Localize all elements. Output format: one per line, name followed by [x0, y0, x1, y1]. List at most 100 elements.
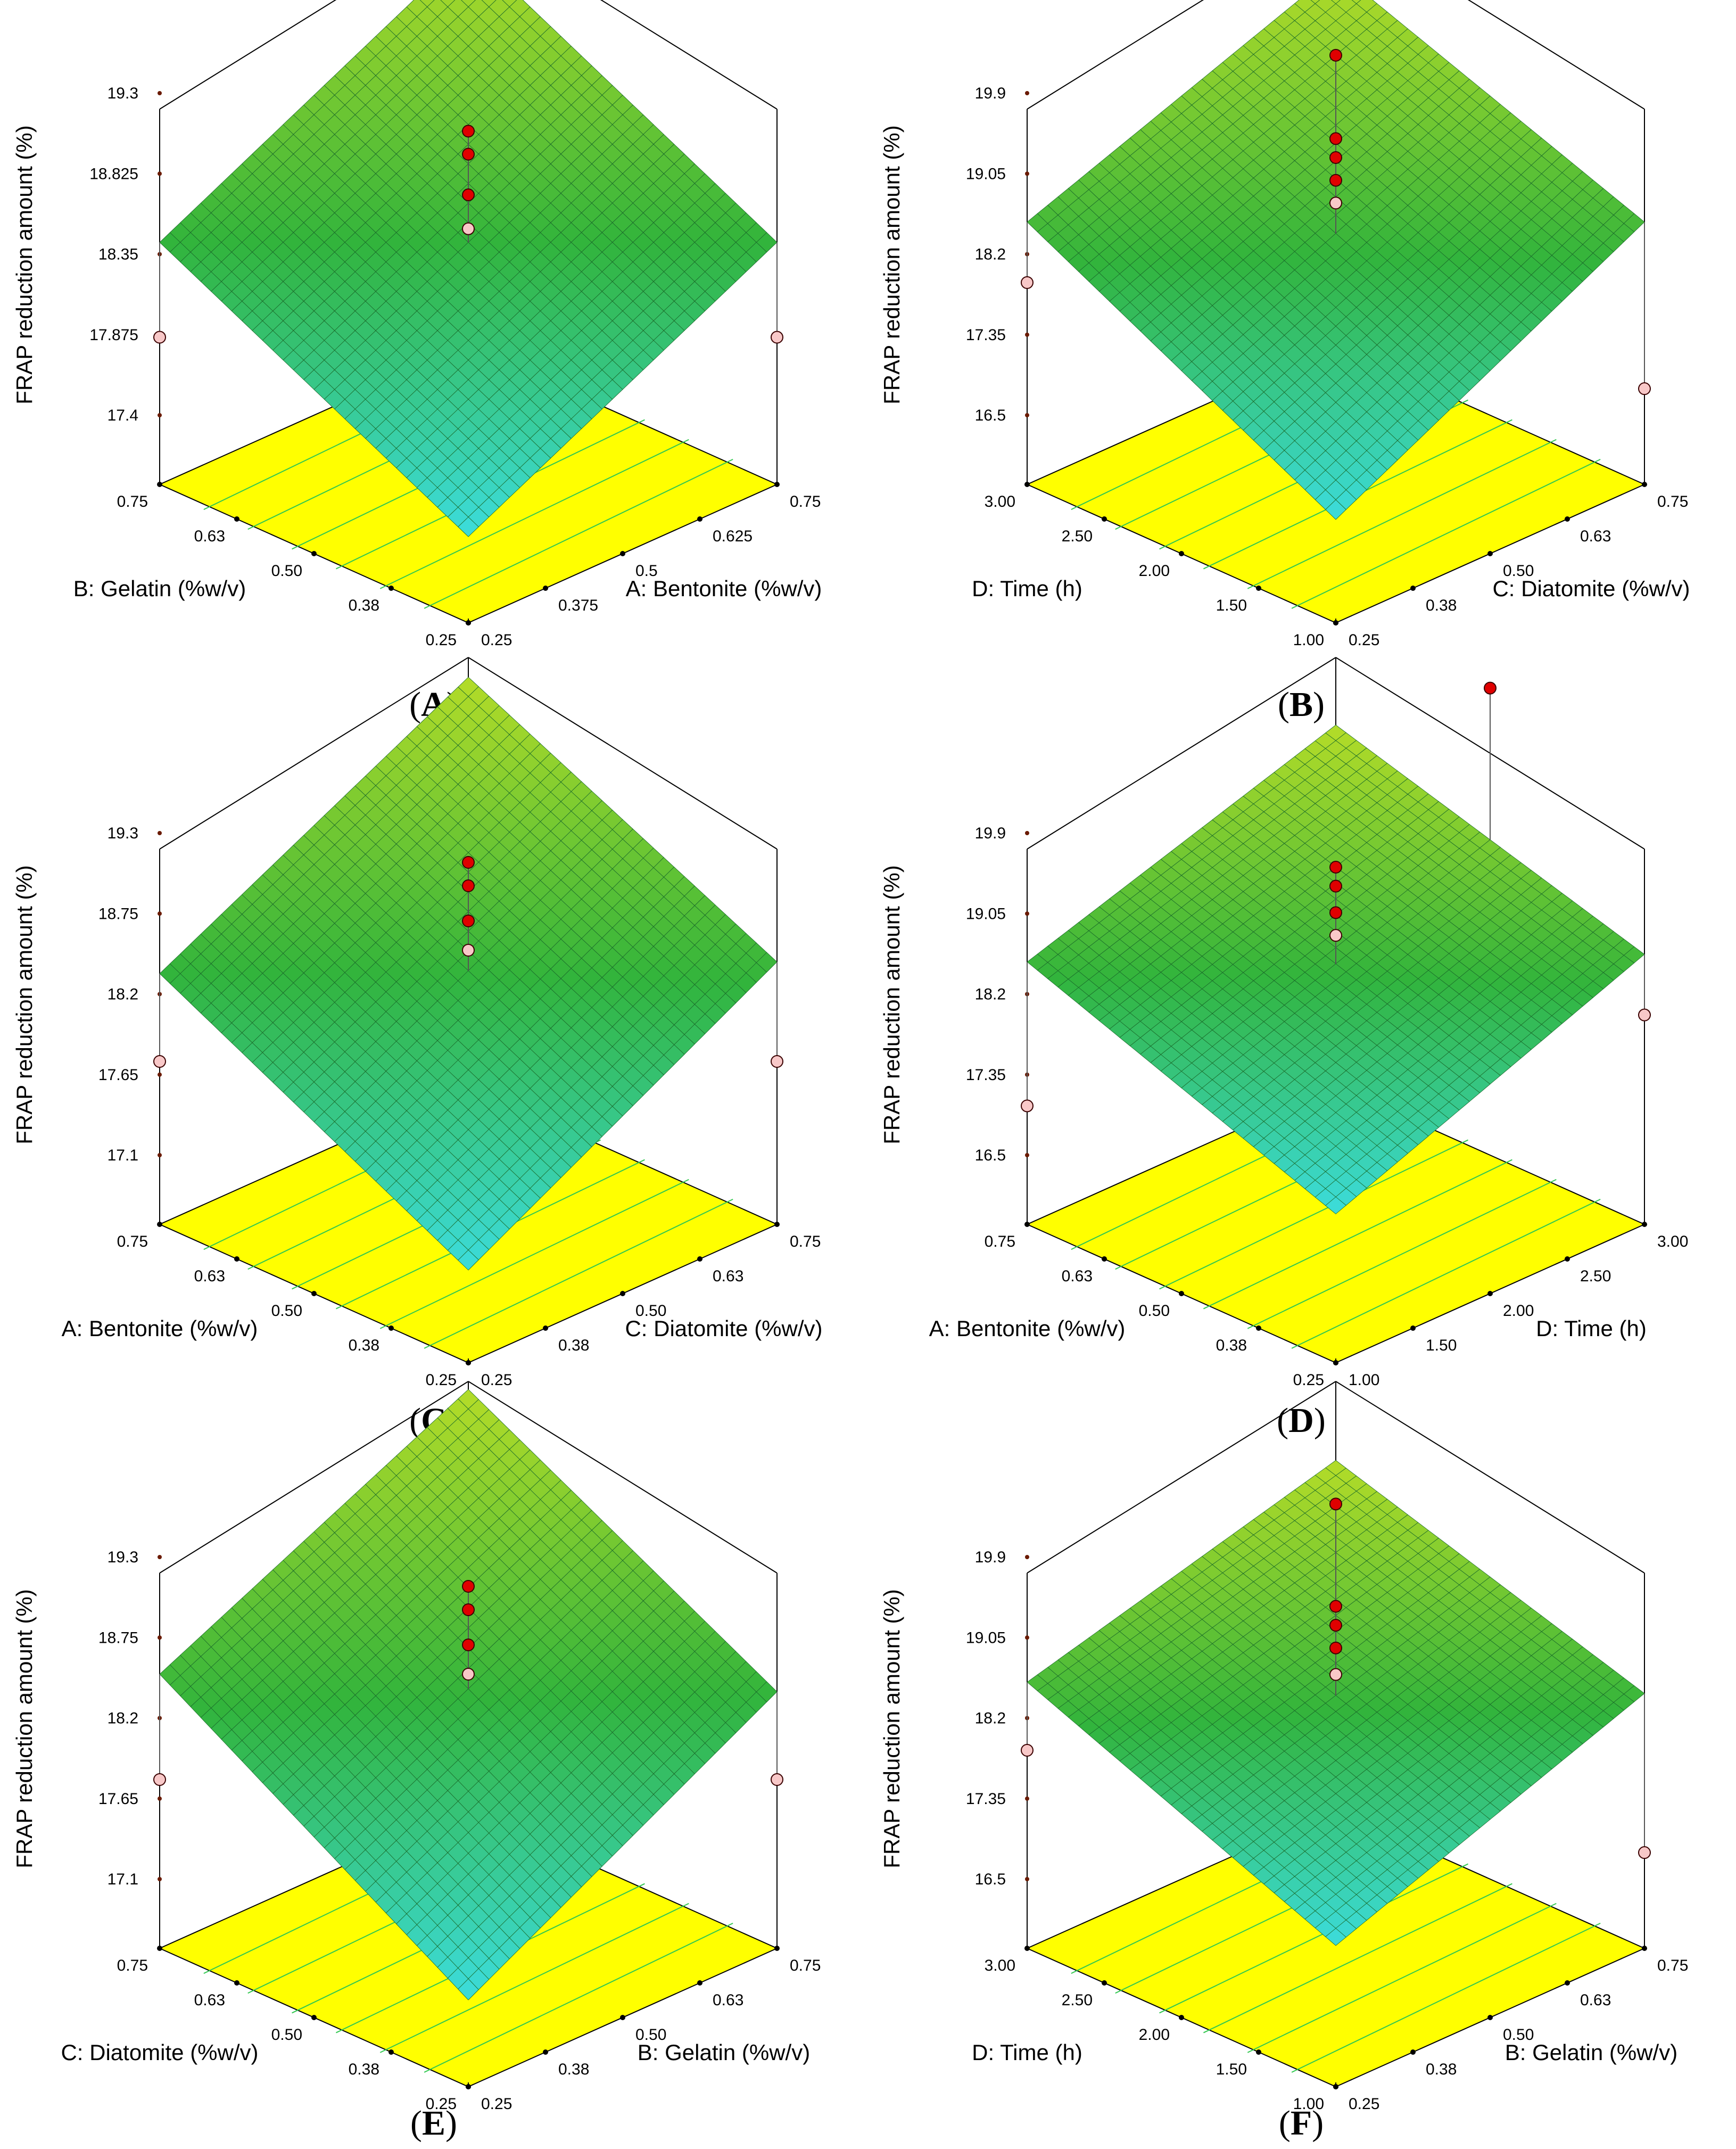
left-axis-tick-label: 1.50 — [1216, 597, 1247, 614]
floor-contour-line — [379, 439, 689, 589]
right-axis-tick-mark — [1642, 482, 1647, 487]
design-point — [1329, 174, 1342, 187]
z-tick-mark — [158, 1072, 162, 1077]
z-tick-label: 19.9 — [975, 1549, 1006, 1566]
design-point — [771, 1773, 783, 1786]
right-axis-label: B: Gelatin (%w/v) — [638, 2040, 810, 2065]
design-point — [462, 1638, 475, 1651]
left-axis-tick-mark — [1102, 516, 1107, 522]
design-point — [462, 188, 475, 202]
design-point — [462, 147, 475, 161]
right-axis-tick-label: 1.50 — [1426, 1337, 1457, 1354]
z-tick-label: 17.65 — [98, 1790, 138, 1808]
right-axis-tick-label: 0.38 — [1426, 597, 1457, 614]
right-axis-tick-label: 0.5 — [635, 562, 658, 580]
right-axis-tick-label: 2.00 — [1503, 1302, 1534, 1320]
left-axis-tick-label: 0.25 — [426, 1371, 457, 1389]
right-axis-label: D: Time (h) — [1536, 1316, 1647, 1341]
left-axis-tick-mark — [1024, 482, 1030, 487]
z-axis-label: FRAP reduction amount (%) — [12, 865, 37, 1144]
left-axis-tick-label: 1.00 — [1293, 631, 1324, 649]
z-tick-mark — [1025, 1555, 1029, 1559]
right-axis-tick-mark — [774, 1222, 780, 1227]
surface-cell — [458, 516, 479, 537]
left-axis-tick-mark — [157, 1946, 162, 1951]
z-tick-label: 18.2 — [108, 1710, 138, 1727]
design-point — [1484, 681, 1497, 695]
left-axis-tick-mark — [1179, 1291, 1184, 1296]
right-axis-tick-mark — [543, 1325, 548, 1331]
right-axis-tick-mark — [774, 1946, 780, 1951]
z-tick-mark — [158, 1635, 162, 1640]
z-axis-label: FRAP reduction amount (%) — [12, 125, 37, 404]
z-tick-label: 18.75 — [98, 905, 138, 923]
right-axis-tick-mark — [1410, 1325, 1416, 1331]
z-tick-label: 17.1 — [108, 1871, 138, 1888]
right-axis-tick-label: 0.38 — [558, 1337, 589, 1354]
left-axis-tick-label: 2.00 — [1139, 562, 1170, 580]
z-axis-label: FRAP reduction amount (%) — [12, 1589, 37, 1868]
design-point — [462, 222, 475, 235]
design-point — [1329, 196, 1342, 210]
z-tick-label: 18.2 — [975, 246, 1006, 264]
z-tick-mark — [158, 1153, 162, 1157]
design-point — [1329, 929, 1342, 942]
response-surface — [1027, 724, 1645, 1215]
z-tick-label: 18.825 — [89, 165, 138, 183]
right-axis-tick-label: 2.50 — [1580, 1267, 1611, 1285]
right-axis-tick-mark — [774, 482, 780, 487]
right-axis-label: A: Bentonite (%w/v) — [626, 576, 822, 601]
left-axis-tick-label: 0.63 — [1062, 1267, 1093, 1285]
right-axis-tick-label: 0.75 — [790, 1233, 821, 1250]
design-point — [1021, 276, 1034, 289]
design-point — [1329, 906, 1342, 919]
z-tick-label: 17.1 — [108, 1147, 138, 1164]
right-axis-tick-mark — [697, 1980, 702, 1986]
z-tick-label: 18.75 — [98, 1629, 138, 1646]
right-axis-tick-mark — [1333, 1360, 1338, 1365]
left-axis-tick-mark — [1102, 1256, 1107, 1262]
z-tick-mark — [1025, 1635, 1029, 1640]
design-point — [1021, 1099, 1034, 1113]
design-point — [153, 1773, 166, 1786]
right-axis-tick-label: 0.25 — [481, 2095, 512, 2113]
left-axis-tick-label: 2.50 — [1062, 528, 1093, 545]
z-tick-mark — [1025, 831, 1029, 835]
design-point — [462, 856, 475, 869]
box-edge-top-left — [159, 0, 337, 110]
z-tick-mark — [158, 171, 162, 176]
right-axis-tick-label: 0.63 — [713, 1991, 743, 2009]
design-point — [462, 125, 475, 138]
left-axis-tick-mark — [157, 1222, 162, 1227]
surface-cell — [1330, 0, 1341, 4]
z-axis-label: FRAP reduction amount (%) — [879, 1589, 904, 1868]
right-axis-tick-label: 0.75 — [1657, 493, 1688, 511]
right-axis-tick-label: 0.38 — [558, 2061, 589, 2078]
panel-letter-id: D — [1288, 1401, 1314, 1440]
z-tick-mark — [1025, 911, 1029, 916]
left-axis-tick-label: 0.38 — [349, 2061, 379, 2078]
z-tick-label: 16.5 — [975, 407, 1006, 424]
right-axis-tick-mark — [466, 2084, 471, 2089]
z-tick-label: 19.3 — [108, 1549, 138, 1566]
left-axis-tick-label: 0.75 — [117, 1233, 148, 1250]
left-axis-tick-mark — [311, 551, 317, 556]
left-axis-tick-mark — [388, 586, 394, 591]
floor-contour-line — [424, 458, 733, 609]
z-tick-label: 17.35 — [966, 1066, 1006, 1084]
design-point — [462, 879, 475, 892]
left-axis-tick-label: 0.50 — [1139, 1302, 1170, 1320]
z-tick-mark — [1025, 171, 1029, 176]
right-axis-tick-mark — [543, 586, 548, 591]
response-surface — [1027, 0, 1645, 520]
right-axis-tick-label: 0.63 — [713, 1267, 743, 1285]
design-point — [1329, 132, 1342, 145]
z-tick-label: 17.35 — [966, 326, 1006, 344]
left-axis-label: A: Bentonite (%w/v) — [929, 1316, 1126, 1341]
design-point — [153, 1055, 166, 1068]
z-tick-label: 19.3 — [108, 85, 138, 102]
z-tick-mark — [1025, 1796, 1029, 1801]
